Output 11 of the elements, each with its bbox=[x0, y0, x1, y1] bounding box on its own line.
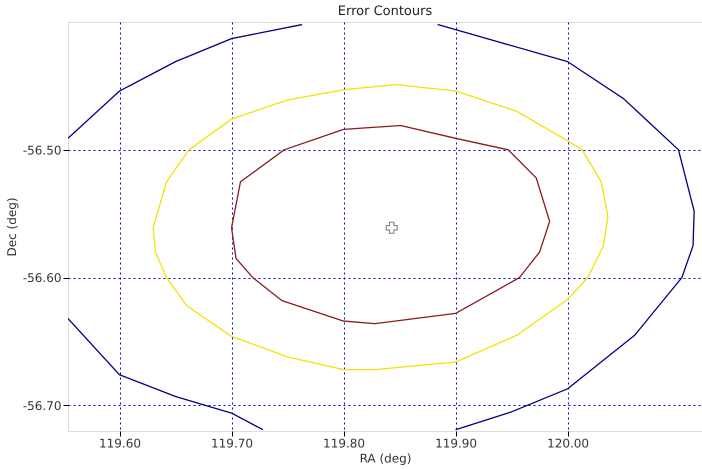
x-tick-label: 119.60 bbox=[99, 436, 142, 450]
y-tick-label: -56.50 bbox=[22, 143, 62, 158]
x-tick-label: 120.00 bbox=[547, 436, 590, 450]
x-tick-label: 119.90 bbox=[435, 436, 478, 450]
y-axis-title: Dec (deg) bbox=[4, 197, 19, 257]
chart-title: Error Contours bbox=[338, 4, 432, 19]
x-tick-label: 119.80 bbox=[323, 436, 366, 450]
y-tick-label: -56.60 bbox=[22, 271, 62, 286]
y-tick-label: -56.70 bbox=[22, 398, 62, 413]
x-axis-title: RA (deg) bbox=[360, 452, 412, 466]
x-tick-label: 119.70 bbox=[211, 436, 254, 450]
